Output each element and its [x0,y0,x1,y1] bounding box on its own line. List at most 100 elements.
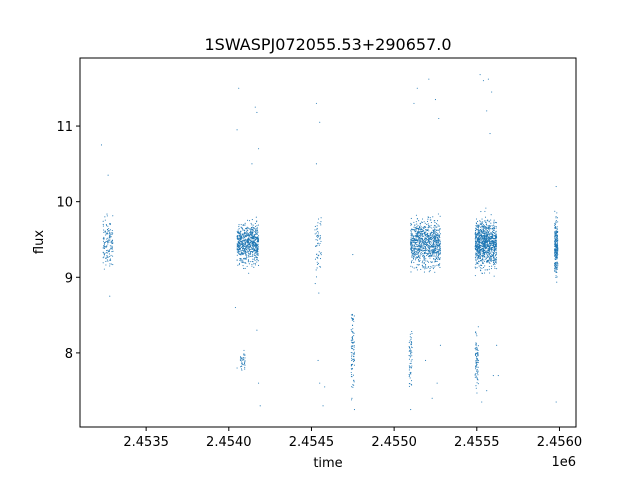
data-point [240,360,242,362]
data-point [102,223,104,225]
data-point [411,237,413,239]
data-point [410,350,412,352]
data-point [244,245,247,247]
data-point [427,236,429,238]
data-point [256,230,258,232]
data-point [485,207,487,209]
data-point [495,231,497,233]
data-point [254,254,256,257]
data-point [479,255,481,257]
data-point [253,250,255,252]
data-point [438,239,440,241]
data-point [419,224,421,226]
data-point [486,253,488,255]
data-point [479,223,481,225]
data-point [237,247,240,249]
data-point [427,251,429,253]
data-point [477,245,479,247]
data-point [484,237,486,239]
data-point [409,348,411,350]
data-point [419,255,421,257]
data-point [247,241,249,243]
data-point [475,259,477,261]
data-point [477,227,480,229]
data-point [437,236,439,239]
data-point [103,238,105,240]
data-point [434,261,436,263]
data-point [554,252,556,254]
data-point [484,241,486,243]
data-point [425,235,427,237]
data-point [436,382,438,384]
data-point [493,260,495,262]
data-point [487,256,490,258]
data-point [476,358,478,360]
data-point [241,237,243,239]
data-point [108,253,110,255]
data-point [106,245,108,247]
data-point [439,257,441,259]
data-point [478,238,480,241]
data-point [107,249,109,251]
data-point [476,370,478,372]
data-point [239,232,241,234]
data-point [319,223,321,225]
data-point [484,272,486,274]
data-point [426,239,428,241]
data-point [429,241,431,243]
data-point [351,341,353,343]
data-point [481,218,483,220]
data-point [418,259,420,261]
data-point [240,240,242,243]
data-point [484,252,486,254]
data-point [430,224,432,226]
data-point [437,249,439,251]
data-point [554,227,556,229]
data-point [425,241,427,243]
data-point [475,257,477,259]
data-point [423,221,425,223]
data-point [426,242,428,244]
data-point [412,249,414,252]
data-point [416,87,418,89]
data-point [241,249,243,252]
data-point [486,233,488,235]
data-point [429,234,432,236]
data-point [248,234,250,236]
data-point [419,244,421,246]
data-point [437,213,439,215]
data-point [351,339,353,341]
data-point [476,234,478,236]
data-point [487,232,490,234]
data-point [350,339,352,341]
data-point [239,251,241,253]
data-point [254,236,256,238]
data-point [241,245,243,247]
data-point [488,242,490,244]
data-point [317,231,319,233]
data-point [433,250,435,252]
data-point [477,253,479,255]
data-point [109,229,111,231]
data-point [427,239,429,241]
data-point [416,218,418,220]
data-point [492,225,494,227]
data-point [433,242,435,244]
data-point [419,249,421,251]
data-point [439,242,441,244]
data-point [254,228,256,230]
data-point [493,263,495,265]
data-point [243,238,245,240]
data-point [351,368,353,371]
data-point [495,250,497,252]
data-point [476,382,478,384]
data-point [248,242,250,244]
data-point [244,267,246,270]
data-point [428,78,430,80]
data-point [475,227,477,229]
data-point [421,246,423,248]
data-point [317,263,319,266]
data-point [430,255,432,257]
data-point [421,239,424,241]
data-point [475,373,477,375]
